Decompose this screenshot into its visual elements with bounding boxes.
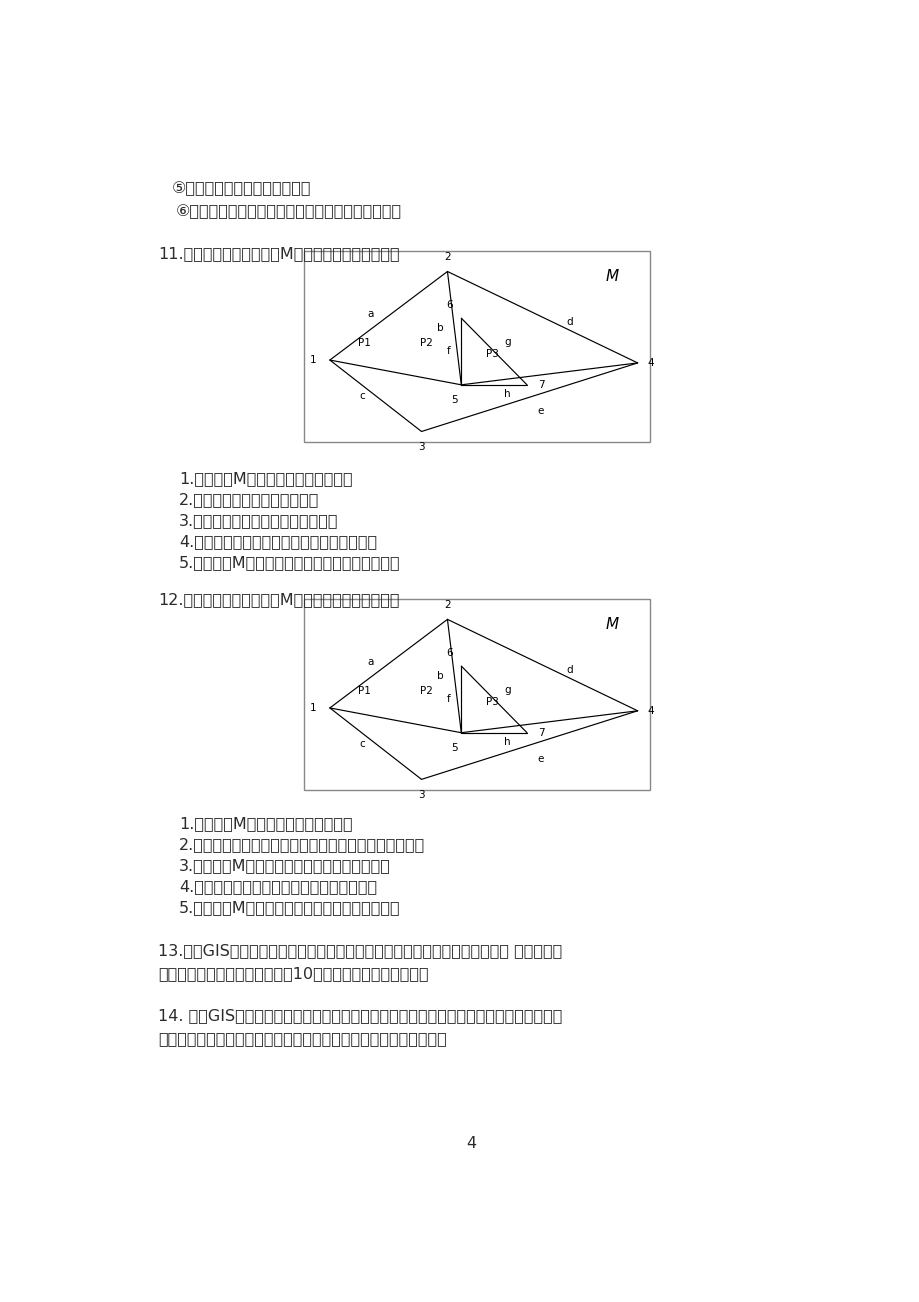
Text: f: f [446,694,449,704]
Text: 1: 1 [310,355,316,365]
Text: 平均拓宽，部分位于拆迁区内的10层以上的建筑物不拆迁。）: 平均拓宽，部分位于拆迁区内的10层以上的建筑物不拆迁。） [158,966,428,982]
Text: 3: 3 [418,789,425,799]
Text: c: c [358,391,364,401]
Text: P3: P3 [485,698,498,707]
Text: 4: 4 [647,706,653,716]
Text: d: d [565,664,572,674]
Text: 1.绘出地图M的关系数据模型示意图。: 1.绘出地图M的关系数据模型示意图。 [179,471,352,486]
Text: b: b [437,671,443,681]
Text: 4.图中弧段、多边形之间存在哪些拓扑关系？: 4.图中弧段、多边形之间存在哪些拓扑关系？ [179,534,377,549]
Text: 5.获取地图M中的数据，可采用哪些数字化方法？: 5.获取地图M中的数据，可采用哪些数字化方法？ [179,555,401,570]
Text: b: b [437,323,443,333]
Text: 4: 4 [466,1135,476,1151]
Text: 13.运用GIS知识，分析说明城市道路拓宽中拆迁指标计算的操作步骤。（提示 道路向两侧: 13.运用GIS知识，分析说明城市道路拓宽中拆迁指标计算的操作步骤。（提示 道路… [158,943,562,958]
Text: ⑥按四叉树分解最多能分解几次？最大层数为多少？: ⑥按四叉树分解最多能分解几次？最大层数为多少？ [176,204,402,219]
Bar [303,251,649,441]
Text: M: M [605,617,618,631]
Text: 6: 6 [446,647,452,658]
Text: 2: 2 [444,253,450,262]
Text: h: h [504,389,510,400]
Text: a: a [367,658,373,667]
Text: P2: P2 [420,686,433,695]
Text: 14. 运用GIS知识，分析说明利用栋格数据进行工业厂址适宜性分析的方法步骤。（提示：: 14. 运用GIS知识，分析说明利用栋格数据进行工业厂址适宜性分析的方法步骤。（… [158,1008,562,1023]
Text: 5: 5 [450,395,457,405]
Text: d: d [565,316,572,327]
Text: 4: 4 [647,358,653,368]
Text: 4.图中弧段、多边形之间存在哪些拓扑关系？: 4.图中弧段、多边形之间存在哪些拓扑关系？ [179,879,377,894]
Text: h: h [504,737,510,747]
Bar [303,599,649,790]
Text: c: c [358,738,364,749]
Text: M: M [605,268,618,284]
Text: P3: P3 [485,349,498,359]
Text: a: a [367,309,373,319]
Text: 5.获取地图M中的数据，可采用哪些数字化方法？: 5.获取地图M中的数据，可采用哪些数字化方法？ [179,900,401,915]
Text: g: g [504,337,510,346]
Text: 1.绘出地图M的网状数据模型示意图。: 1.绘出地图M的网状数据模型示意图。 [179,816,352,831]
Text: P1: P1 [357,339,370,348]
Text: 影响因素只考虑土地利用现状、地形坡度、人口密度和自然保护区）: 影响因素只考虑土地利用现状、地形坡度、人口密度和自然保护区） [158,1031,446,1047]
Text: 2: 2 [444,600,450,611]
Text: P2: P2 [420,339,433,348]
Text: ⑤按行方向写出块码编码方案。: ⑤按行方向写出块码编码方案。 [172,181,312,197]
Text: 5: 5 [450,743,457,753]
Text: 6: 6 [446,299,452,310]
Text: e: e [537,754,543,764]
Text: 3: 3 [418,441,425,452]
Text: 11.下图为一幅简单的地图M，分析并回答如下问题：: 11.下图为一幅简单的地图M，分析并回答如下问题： [158,246,399,262]
Text: 7: 7 [538,728,544,738]
Text: 12.下图为一幅简单的地图M，分析并回答如下问题：: 12.下图为一幅简单的地图M，分析并回答如下问题： [158,592,399,607]
Text: P1: P1 [357,686,370,695]
Text: e: e [537,406,543,415]
Text: f: f [446,346,449,357]
Text: 3.结合地图M写出树状索引编码法的文件结构。: 3.结合地图M写出树状索引编码法的文件结构。 [179,858,391,874]
Text: 7: 7 [538,380,544,389]
Text: 2.分析说明关系模型的优缺点。: 2.分析说明关系模型的优缺点。 [179,492,319,506]
Text: 3.写出树状索引编码法的文件结构。: 3.写出树状索引编码法的文件结构。 [179,513,338,529]
Text: 2.为什么说网状结构是在层次结构的基础上发展起来的？: 2.为什么说网状结构是在层次结构的基础上发展起来的？ [179,837,425,852]
Text: g: g [504,685,510,695]
Text: 1: 1 [310,703,316,713]
